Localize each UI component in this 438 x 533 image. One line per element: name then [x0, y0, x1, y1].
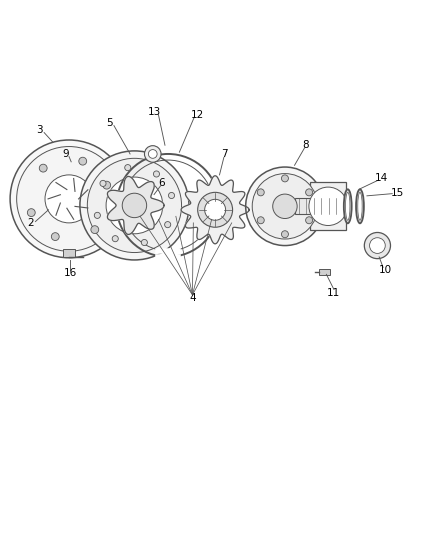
- Text: 12: 12: [191, 110, 204, 120]
- Bar: [310, 182, 345, 230]
- Ellipse shape: [357, 192, 361, 220]
- Circle shape: [197, 192, 232, 227]
- Text: 10: 10: [378, 265, 391, 275]
- Circle shape: [17, 147, 121, 251]
- Text: 11: 11: [326, 288, 339, 297]
- Circle shape: [100, 180, 106, 187]
- Circle shape: [10, 140, 127, 258]
- Circle shape: [148, 150, 157, 158]
- Ellipse shape: [355, 189, 363, 223]
- Bar: [318, 269, 329, 275]
- Circle shape: [27, 209, 35, 216]
- Circle shape: [252, 174, 317, 239]
- Circle shape: [80, 151, 188, 260]
- Circle shape: [141, 239, 147, 246]
- Circle shape: [204, 199, 225, 220]
- Text: 5: 5: [106, 118, 113, 128]
- Circle shape: [168, 192, 174, 199]
- Circle shape: [51, 233, 59, 240]
- Circle shape: [39, 164, 47, 172]
- Circle shape: [369, 238, 385, 253]
- Bar: [294, 198, 344, 214]
- Ellipse shape: [343, 189, 351, 223]
- Text: 16: 16: [64, 268, 77, 278]
- Circle shape: [91, 225, 99, 233]
- Circle shape: [87, 158, 181, 253]
- Circle shape: [102, 181, 110, 189]
- Circle shape: [153, 171, 159, 177]
- Circle shape: [94, 212, 100, 219]
- Circle shape: [144, 146, 161, 162]
- Circle shape: [305, 189, 312, 196]
- Circle shape: [45, 175, 93, 223]
- Circle shape: [272, 194, 297, 219]
- Text: 7: 7: [221, 149, 227, 159]
- Circle shape: [305, 217, 312, 224]
- Circle shape: [245, 167, 323, 246]
- Ellipse shape: [345, 192, 349, 220]
- Circle shape: [281, 175, 288, 182]
- Circle shape: [112, 236, 118, 242]
- Circle shape: [281, 231, 288, 238]
- Text: 3: 3: [36, 125, 43, 135]
- Circle shape: [364, 232, 390, 259]
- Circle shape: [308, 187, 346, 225]
- Polygon shape: [107, 176, 164, 235]
- Text: 8: 8: [302, 140, 308, 150]
- Text: 9: 9: [63, 149, 69, 159]
- Circle shape: [164, 222, 170, 228]
- Circle shape: [122, 193, 146, 217]
- Polygon shape: [181, 176, 249, 244]
- Circle shape: [79, 157, 86, 165]
- Text: 13: 13: [147, 107, 160, 117]
- Circle shape: [257, 217, 264, 224]
- Circle shape: [106, 177, 162, 234]
- Circle shape: [124, 165, 131, 171]
- Text: 2: 2: [28, 218, 34, 228]
- Text: 15: 15: [390, 188, 403, 198]
- Text: 6: 6: [158, 177, 165, 188]
- Circle shape: [257, 189, 264, 196]
- Bar: [63, 249, 74, 257]
- Text: 14: 14: [374, 173, 388, 183]
- Text: 4: 4: [189, 293, 195, 303]
